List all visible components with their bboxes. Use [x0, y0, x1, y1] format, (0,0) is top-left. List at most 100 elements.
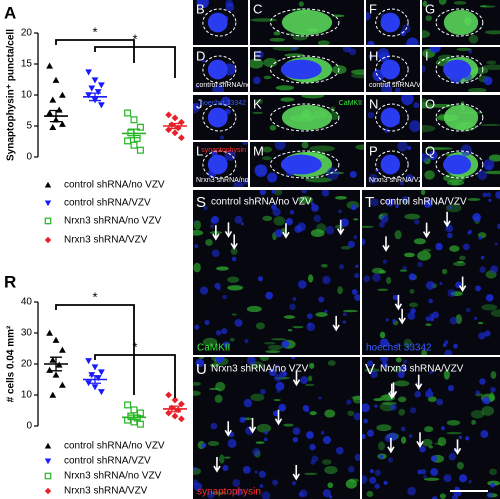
- arrow: [422, 222, 431, 239]
- green-signal: [219, 454, 225, 464]
- arrow: [382, 236, 390, 252]
- green-signal: [422, 101, 433, 109]
- nucleus: [480, 430, 489, 439]
- neuron-soma: [443, 104, 479, 131]
- green-signal: [471, 419, 477, 425]
- nucleus: [446, 232, 453, 239]
- green-signal: [246, 305, 262, 313]
- nucleus: [246, 357, 256, 365]
- green-signal: [267, 344, 283, 351]
- nucleus-main: [380, 154, 401, 175]
- green-signal: [376, 424, 392, 432]
- nucleus: [292, 297, 297, 301]
- legend-marker: [44, 181, 52, 188]
- green-signal: [250, 393, 265, 402]
- legend-label: control shRNA/no VZV: [64, 180, 165, 191]
- green-signal: [305, 383, 315, 387]
- green-signal: [208, 387, 221, 391]
- green-signal: [269, 124, 277, 131]
- green-signal: [404, 213, 421, 220]
- cell-outline: [375, 150, 409, 179]
- cell-outline: [435, 103, 484, 132]
- arrow: [416, 432, 424, 448]
- panel-label: B: [196, 1, 205, 16]
- nucleus: [381, 361, 388, 368]
- nucleus: [394, 87, 401, 92]
- nucleus: [475, 390, 480, 395]
- data-point: [124, 401, 132, 409]
- green-signal: [451, 181, 460, 186]
- panel-label: E: [253, 48, 262, 63]
- nucleus: [440, 426, 445, 431]
- arrow: [443, 211, 451, 228]
- nucleus: [234, 215, 243, 224]
- nucleus-main: [280, 59, 322, 80]
- green-signal: [438, 0, 447, 5]
- nucleus: [402, 265, 407, 271]
- nucleus: [353, 235, 358, 239]
- cell-outline: [270, 8, 340, 37]
- nucleus: [399, 181, 404, 186]
- panel-label: M: [253, 143, 264, 158]
- panel-caption: Nrxn3 shRNA/no VZV: [211, 364, 309, 375]
- green-signal: [393, 365, 402, 373]
- nucleus: [478, 235, 483, 240]
- nucleus: [367, 429, 375, 437]
- nucleus: [275, 381, 285, 391]
- data-point: [136, 420, 144, 428]
- nucleus: [254, 470, 258, 474]
- nucleus: [206, 491, 215, 499]
- y-tick-label: 10: [21, 390, 33, 401]
- data-point: [91, 364, 99, 371]
- green-signal: [488, 154, 500, 162]
- data-point: [85, 380, 92, 387]
- legend-marker: [44, 217, 52, 225]
- nucleus: [479, 266, 486, 273]
- nucleus: [428, 150, 438, 161]
- nucleus: [269, 368, 277, 377]
- green-signal: [230, 247, 238, 255]
- nucleus: [369, 476, 377, 484]
- green-signal: [261, 146, 273, 153]
- nucleus: [350, 204, 357, 211]
- nucleus: [372, 273, 381, 282]
- nucleus: [242, 465, 251, 474]
- panel-caption: Nrxn3 shRNA/VZV: [380, 364, 464, 375]
- green-signal: [229, 337, 235, 342]
- nucleus: [388, 457, 394, 463]
- green-signal: [252, 111, 264, 114]
- green-signal: [224, 456, 231, 459]
- nucleus: [258, 470, 266, 478]
- nucleus: [253, 76, 261, 85]
- green-signal: [263, 57, 278, 68]
- green-signal: [259, 357, 270, 362]
- nucleus: [201, 59, 205, 63]
- nucleus: [422, 65, 426, 73]
- nucleus: [340, 218, 349, 227]
- green-signal: [283, 423, 294, 427]
- green-signal: [446, 431, 462, 435]
- green-signal: [443, 370, 450, 380]
- data-point: [91, 77, 99, 84]
- nucleus: [480, 255, 485, 260]
- green-signal: [320, 263, 328, 268]
- micrograph-background: [193, 190, 360, 355]
- nucleus: [232, 479, 241, 487]
- nucleus: [417, 261, 423, 268]
- nucleus: [215, 330, 222, 336]
- nucleus: [488, 198, 492, 202]
- green-signal: [479, 5, 488, 8]
- data-point: [171, 412, 179, 420]
- significance-bracket: [55, 39, 135, 63]
- data-point: [46, 366, 53, 373]
- green-signal: [409, 289, 415, 294]
- green-signal: [399, 269, 408, 272]
- nucleus: [318, 296, 325, 303]
- arrow: [453, 439, 462, 455]
- nucleus: [259, 484, 264, 488]
- green-signal: [484, 170, 500, 175]
- significance-bracket: [55, 304, 135, 395]
- nucleus: [193, 220, 196, 224]
